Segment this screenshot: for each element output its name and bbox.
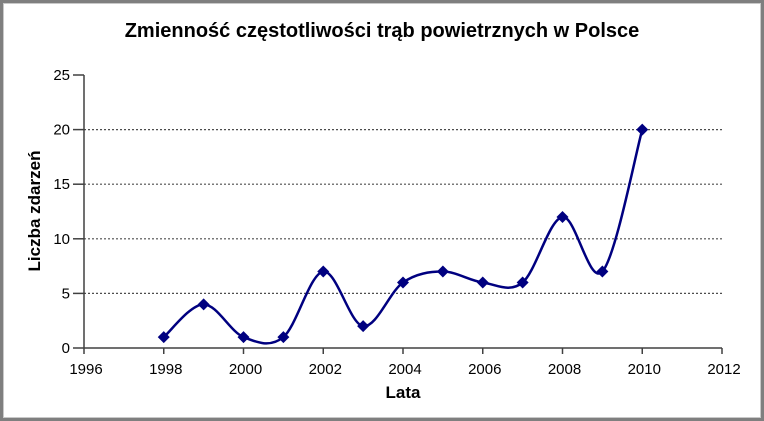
x-tick-label: 2006 xyxy=(468,361,501,378)
chart-title: Zmienność częstotliwości trąb powietrzny… xyxy=(124,20,640,42)
x-tick-label: 2008 xyxy=(548,361,581,378)
x-tick-label: 2010 xyxy=(628,361,661,378)
x-tick-label: 1996 xyxy=(69,361,102,378)
data-point-marker xyxy=(357,320,370,333)
data-line xyxy=(162,129,644,345)
x-tick-label: 2002 xyxy=(309,361,342,378)
x-tick-label: 2012 xyxy=(707,361,740,378)
x-tick-label: 2004 xyxy=(388,361,421,378)
y-tick-label: 20 xyxy=(53,122,70,139)
data-point-marker xyxy=(277,331,290,344)
x-axis-title: Lata xyxy=(385,383,421,402)
data-point-marker xyxy=(596,265,609,278)
y-tick-label: 5 xyxy=(62,285,70,302)
data-point-marker xyxy=(157,331,170,344)
y-tick-label: 15 xyxy=(53,176,70,193)
data-point-marker xyxy=(476,276,489,289)
data-point-marker xyxy=(556,210,569,223)
data-point-marker xyxy=(317,265,330,278)
y-tick-label: 0 xyxy=(62,340,70,357)
y-tick-label: 10 xyxy=(53,231,70,248)
x-tick-label: 1998 xyxy=(149,361,182,378)
data-point-marker xyxy=(636,123,649,136)
data-point-marker xyxy=(516,276,529,289)
x-tick-label: 2000 xyxy=(229,361,262,378)
data-point-marker xyxy=(197,298,210,311)
data-point-marker xyxy=(397,276,409,289)
data-point-marker xyxy=(436,265,449,278)
data-point-marker xyxy=(237,331,250,344)
plot-area: 0 5 10 15 20 25 1996 1998 2000 2002 2004 2006 2008 20… xyxy=(53,67,740,378)
y-tick-label: 25 xyxy=(53,67,70,84)
